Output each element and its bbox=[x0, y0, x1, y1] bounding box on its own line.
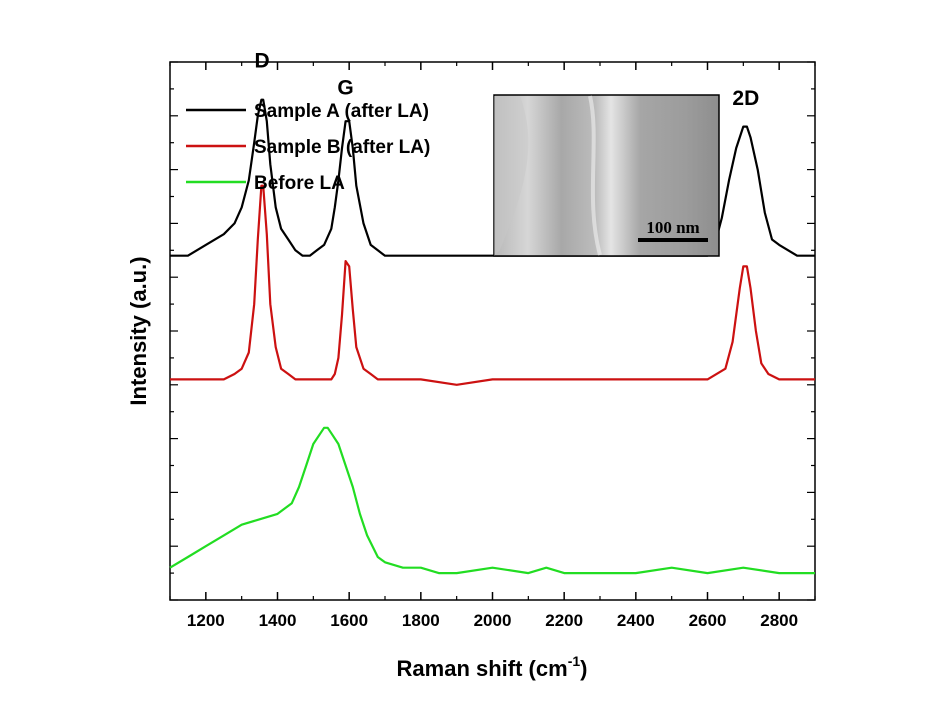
sem-texture bbox=[494, 96, 529, 256]
x-axis-label-end: ) bbox=[580, 656, 587, 681]
x-tick-label: 1400 bbox=[259, 611, 297, 630]
x-axis-label: Raman shift (cm-1) bbox=[397, 653, 588, 681]
peak-label-g: G bbox=[337, 76, 353, 99]
x-axis-label-main: Raman shift (cm bbox=[397, 656, 568, 681]
x-tick-label: 2000 bbox=[474, 611, 512, 630]
series-line-sample-b bbox=[170, 184, 815, 386]
legend-label-sample-a: Sample A (after LA) bbox=[254, 101, 429, 122]
x-tick-label: 2200 bbox=[545, 611, 583, 630]
x-tick-label: 2800 bbox=[760, 611, 798, 630]
x-tick-label: 1600 bbox=[330, 611, 368, 630]
x-tick-label: 2600 bbox=[689, 611, 727, 630]
peak-label-d: D bbox=[255, 49, 270, 72]
series-lines bbox=[169, 98, 815, 575]
x-tick-label: 1200 bbox=[187, 611, 225, 630]
series-line-sample-a bbox=[170, 98, 815, 257]
sem-inset: 100 nm bbox=[493, 94, 720, 257]
y-axis-label: Intensity (a.u.) bbox=[126, 256, 151, 405]
series-line-before-la bbox=[169, 426, 815, 575]
legend: Sample A (after LA) Sample B (after LA) … bbox=[186, 101, 430, 194]
legend-label-before-la: Before LA bbox=[254, 173, 345, 194]
scale-bar-label: 100 nm bbox=[646, 218, 699, 237]
x-tick-label: 1800 bbox=[402, 611, 440, 630]
sem-texture-ridge bbox=[588, 95, 602, 256]
peak-annotations: D G 2D bbox=[255, 49, 760, 110]
legend-label-sample-b: Sample B (after LA) bbox=[254, 137, 430, 158]
x-tick-label: 2400 bbox=[617, 611, 655, 630]
x-axis-label-sup: -1 bbox=[568, 653, 581, 669]
axis-ticks: 1200 1400 1600 1800 2000 2200 2400 2600 2800 bbox=[169, 61, 816, 630]
sem-image bbox=[493, 94, 720, 257]
peak-label-2d: 2D bbox=[732, 87, 759, 110]
